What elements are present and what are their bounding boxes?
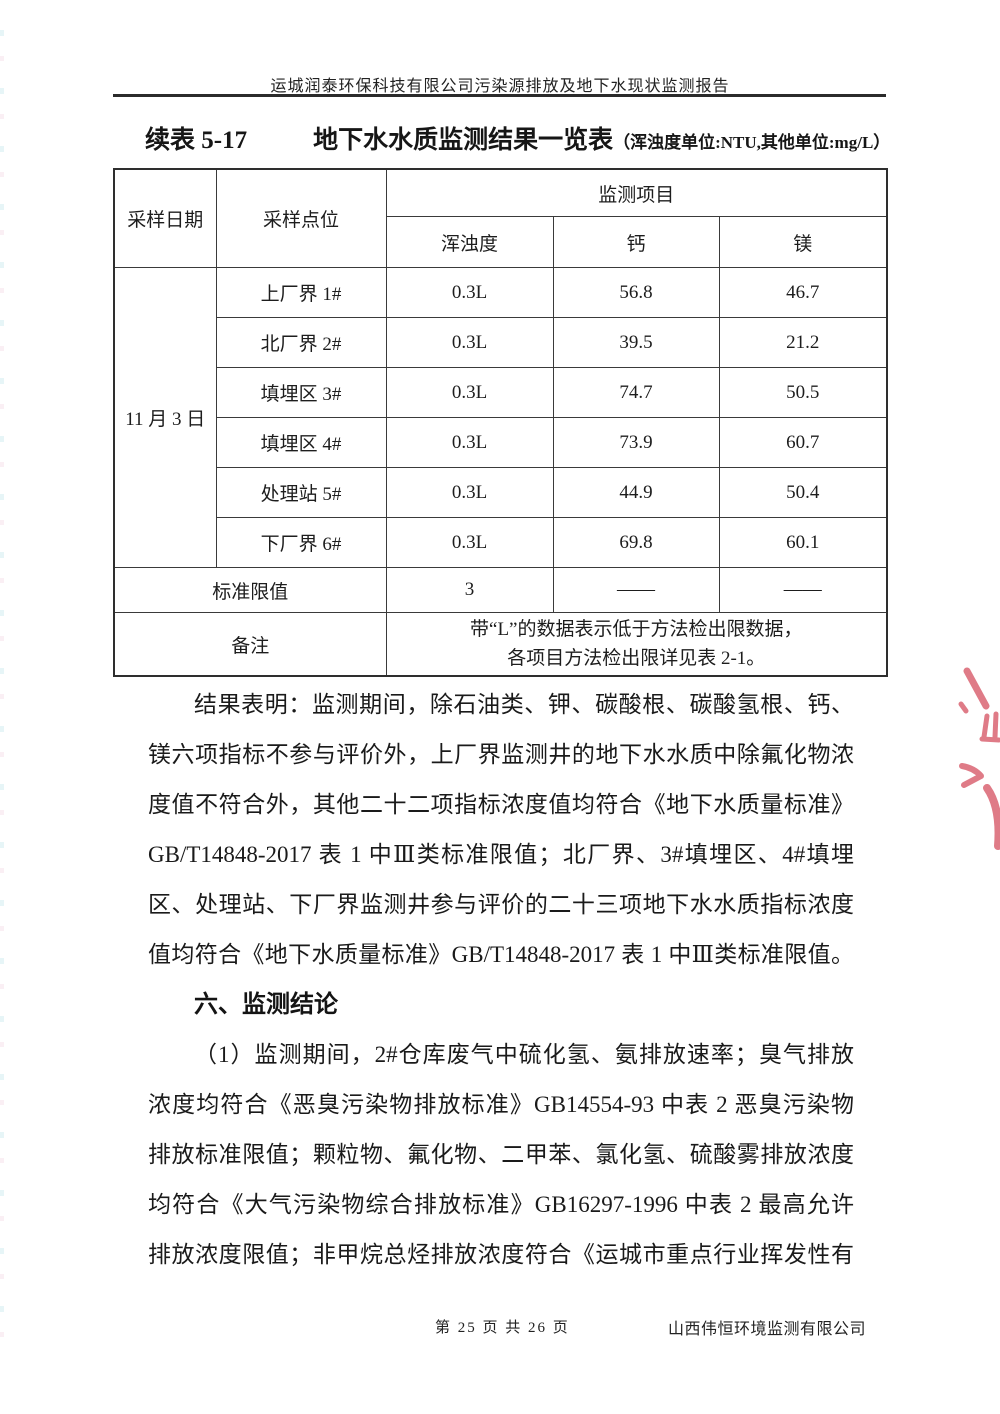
result-paragraph: 结果表明：监测期间，除石油类、钾、碳酸根、碳酸氢根、钙、 镁六项指标不参与评价外…: [148, 680, 854, 980]
table-title-main: 地下水水质监测结果一览表: [313, 127, 614, 154]
table-row: 北厂界 2# 0.3L 39.5 21.2: [114, 317, 888, 368]
footer-company-name: 山西伟恒环境监测有限公司: [668, 1321, 867, 1338]
table-title-unit: （浑浊度单位:NTU,其他单位:mg/L）: [613, 133, 891, 152]
header-magnesium: 镁: [718, 216, 888, 268]
magnesium-cell: 60.1: [718, 517, 888, 568]
paragraph-line: 区、处理站、下厂界监测井参与评价的二十三项地下水水质指标浓度: [148, 892, 854, 917]
table-header-row-1: 采样日期 采样点位 监测项目: [113, 168, 888, 268]
scan-artifact: [0, 30, 4, 1360]
note-label: 备注: [113, 612, 387, 677]
point-cell: 北厂界 2#: [215, 317, 387, 368]
point-cell: 处理站 5#: [215, 467, 387, 518]
turbidity-cell: 0.3L: [385, 367, 554, 418]
paragraph-line: 度值不符合外，其他二十二项指标浓度值均符合《地下水质量标准》: [148, 792, 854, 817]
table-row: 下厂界 6# 0.3L 69.8 60.1: [114, 517, 888, 568]
point-cell: 填埋区 3#: [215, 367, 387, 418]
conclusion-paragraph: （1）监测期间，2#仓库废气中硫化氢、氨排放速率；臭气排放 浓度均符合《恶臭污染…: [148, 1030, 854, 1280]
turbidity-cell: 0.3L: [385, 317, 554, 368]
limit-magnesium: ——: [718, 567, 888, 613]
magnesium-cell: 46.7: [718, 267, 888, 318]
red-seal-fragment-icon: [958, 667, 1000, 850]
calcium-cell: 69.8: [552, 517, 720, 568]
table-title: 续表 5-17 地下水水质监测结果一览表（浑浊度单位:NTU,其他单位:mg/L）: [145, 120, 890, 156]
table-row: 11 月 3 日 上厂界 1# 0.3L 56.8 46.7: [113, 267, 888, 568]
calcium-cell: 39.5: [552, 317, 720, 368]
calcium-cell: 73.9: [552, 417, 720, 468]
point-cell: 上厂界 1#: [215, 267, 387, 318]
header-sample-date: 采样日期: [113, 168, 217, 268]
magnesium-cell: 21.2: [718, 317, 888, 368]
header-turbidity: 浑浊度: [385, 216, 554, 268]
turbidity-cell: 0.3L: [385, 467, 554, 518]
calcium-cell: 56.8: [552, 267, 720, 318]
note-line-2: 各项目方法检出限详见表 2-1。: [507, 648, 766, 669]
point-cell: 填埋区 4#: [215, 417, 387, 468]
header-divider: [113, 94, 886, 97]
calcium-cell: 44.9: [552, 467, 720, 518]
paragraph-line: 浓度均符合《恶臭污染物排放标准》GB14554-93 中表 2 恶臭污染物: [148, 1092, 854, 1117]
note-line-1: 带“L”的数据表示低于方法检出限数据，: [470, 618, 803, 640]
limit-row: 标准限值 3 —— ——: [113, 567, 888, 613]
sample-date-cell: 11 月 3 日: [113, 267, 217, 568]
paragraph-line: 均符合《大气污染物综合排放标准》GB16297-1996 中表 2 最高允许: [148, 1192, 854, 1217]
calcium-cell: 74.7: [552, 367, 720, 418]
table-header-row-2: 浑浊度 钙 镁: [114, 216, 888, 268]
magnesium-cell: 50.4: [718, 467, 888, 518]
magnesium-cell: 50.5: [718, 367, 888, 418]
table-row: 处理站 5# 0.3L 44.9 50.4: [114, 467, 888, 518]
limit-calcium: ——: [552, 567, 720, 613]
paragraph-line: 排放浓度限值；非甲烷总烃排放浓度符合《运城市重点行业挥发性有: [148, 1242, 854, 1267]
note-row: 备注 带“L”的数据表示低于方法检出限数据， 各项目方法检出限详见表 2-1。: [113, 612, 888, 677]
header-calcium: 钙: [552, 216, 720, 268]
paragraph-line: 镁六项指标不参与评价外，上厂界监测井的地下水水质中除氟化物浓: [148, 742, 854, 767]
paragraph-line: 值均符合《地下水质量标准》GB/T14848-2017 表 1 中Ⅲ类标准限值。: [148, 942, 854, 967]
limit-label: 标准限值: [113, 567, 387, 613]
paragraph-line: GB/T14848-2017 表 1 中Ⅲ类标准限值；北厂界、3#填埋区、4#填…: [148, 842, 854, 867]
turbidity-cell: 0.3L: [385, 267, 554, 318]
header-sample-point: 采样点位: [215, 168, 387, 268]
document-header: 运城润泰环保科技有限公司污染源排放及地下水现状监测报告: [270, 78, 730, 95]
table-row: 填埋区 4# 0.3L 73.9 60.7: [114, 417, 888, 468]
table-row: 填埋区 3# 0.3L 74.7 50.5: [114, 367, 888, 418]
table-title-prefix: 续表 5-17: [145, 127, 248, 154]
footer-page-number: 第 25 页 共 26 页: [435, 1320, 570, 1336]
limit-turbidity: 3: [385, 567, 554, 613]
section-heading-conclusion: 六、监测结论: [194, 992, 338, 1018]
turbidity-cell: 0.3L: [385, 417, 554, 468]
magnesium-cell: 60.7: [718, 417, 888, 468]
note-content: 带“L”的数据表示低于方法检出限数据， 各项目方法检出限详见表 2-1。: [385, 612, 888, 677]
header-monitor-items-group: 监测项目: [385, 168, 888, 217]
point-cell: 下厂界 6#: [215, 517, 387, 568]
turbidity-cell: 0.3L: [385, 517, 554, 568]
groundwater-results-table: 采样日期 采样点位 监测项目 浑浊度 钙 镁 11 月 3 日 上厂界 1# 0…: [113, 168, 889, 677]
paragraph-line: 结果表明：监测期间，除石油类、钾、碳酸根、碳酸氢根、钙、: [194, 692, 854, 717]
paragraph-line: （1）监测期间，2#仓库废气中硫化氢、氨排放速率；臭气排放: [194, 1042, 854, 1067]
paragraph-line: 排放标准限值；颗粒物、氟化物、二甲苯、氯化氢、硫酸雾排放浓度: [148, 1142, 854, 1167]
